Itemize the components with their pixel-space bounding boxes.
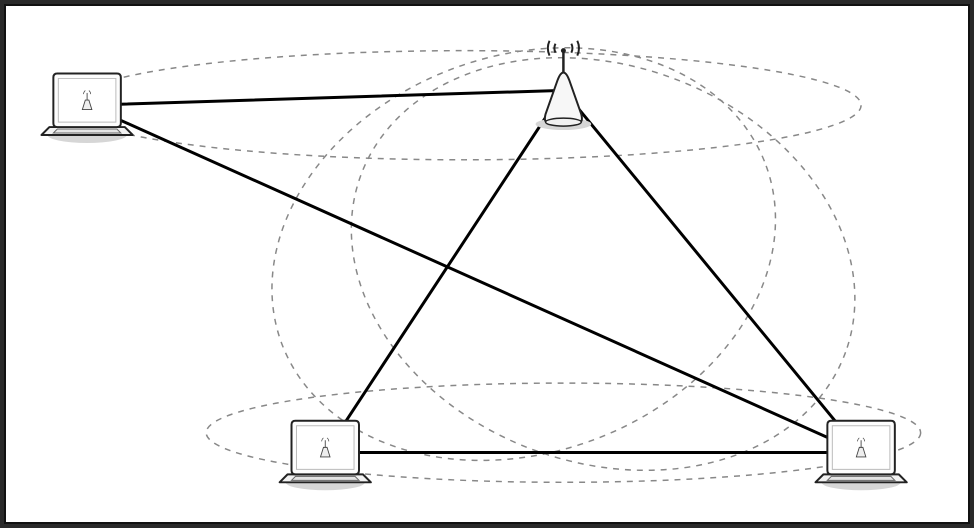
connection-line (87, 90, 563, 105)
connection-lines (87, 90, 861, 452)
network-diagram (6, 6, 968, 522)
access-point-icon (536, 41, 592, 130)
range-ellipses (67, 6, 920, 522)
diagram-frame (4, 4, 970, 524)
connection-line (87, 105, 861, 452)
range-ellipse (293, 6, 914, 522)
laptop-node (815, 421, 906, 490)
access-point-node (536, 41, 592, 130)
laptop-icon (280, 421, 371, 490)
range-ellipse (67, 51, 861, 160)
connection-line (563, 90, 861, 452)
connection-line (325, 90, 563, 452)
laptop-node (280, 421, 371, 490)
laptop-node (41, 73, 132, 142)
laptop-icon (41, 73, 132, 142)
laptop-icon (815, 421, 906, 490)
device-nodes (41, 41, 906, 491)
